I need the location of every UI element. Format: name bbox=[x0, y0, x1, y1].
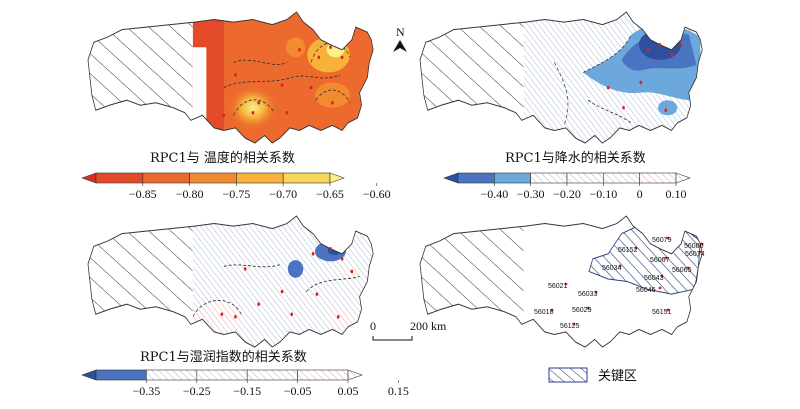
station-56043: 56043 bbox=[644, 274, 664, 282]
legend-tick-label: −0.10 bbox=[589, 187, 617, 201]
legend-precipitation: −0.40 −0.30 −0.20 −0.10 0 0.10 bbox=[443, 172, 691, 201]
station-56021: 56021 bbox=[548, 282, 568, 290]
svg-text:56065: 56065 bbox=[672, 267, 692, 274]
legend-tick-label: 0.05 bbox=[338, 384, 359, 398]
station-56151: 56151 bbox=[652, 308, 672, 316]
legend-tick-label: 0.15 bbox=[388, 384, 409, 398]
legend-tick-label: 0 bbox=[637, 187, 643, 201]
legend-tick-label: −0.40 bbox=[480, 187, 508, 201]
legend-tick-label: −0.60 bbox=[363, 187, 391, 201]
legend-swatch bbox=[494, 172, 531, 184]
title-precipitation: RPC1与降水的相关系数 bbox=[505, 150, 646, 166]
scale-bar-left-label: 0 bbox=[370, 319, 376, 333]
station-56046: 56046 bbox=[636, 286, 662, 294]
station-56033: 56033 bbox=[578, 290, 598, 298]
legend-swatch bbox=[196, 369, 248, 381]
legend-swatch bbox=[443, 172, 459, 184]
key-region-legend: 关键区 bbox=[548, 367, 637, 384]
station-56125: 56125 bbox=[560, 322, 580, 330]
legend-swatch bbox=[347, 369, 363, 381]
legend-tick-label: −0.65 bbox=[316, 187, 344, 201]
svg-text:56125: 56125 bbox=[560, 323, 580, 330]
legend-humidity: −0.35 −0.25 −0.15 −0.05 0.05 0.15 bbox=[81, 369, 409, 398]
station-56074: 56074 bbox=[685, 250, 705, 258]
map-precipitation bbox=[419, 11, 703, 144]
legend-tick-label: −0.25 bbox=[183, 384, 211, 398]
legend-swatch bbox=[297, 369, 349, 381]
svg-text:56018: 56018 bbox=[534, 309, 554, 316]
legend-swatch bbox=[329, 172, 345, 184]
legend-tick-label: −0.80 bbox=[176, 187, 204, 201]
svg-text:56034: 56034 bbox=[602, 265, 622, 272]
legend-swatch bbox=[675, 172, 691, 184]
legend-tick-label: −0.75 bbox=[223, 187, 251, 201]
legend-swatch bbox=[603, 172, 640, 184]
legend-tick-label: −0.15 bbox=[233, 384, 261, 398]
legend-swatch bbox=[95, 369, 147, 381]
station-56152: 56152 bbox=[618, 246, 638, 254]
legend-swatch bbox=[246, 369, 298, 381]
legend-tick-label: −0.85 bbox=[129, 187, 157, 201]
station-56080: 56080 bbox=[684, 242, 704, 250]
legend-tick-label: −0.30 bbox=[517, 187, 545, 201]
north-label: N bbox=[396, 25, 405, 39]
scale-bar-right-label: 200 km bbox=[410, 319, 447, 333]
station-56079: 56079 bbox=[652, 236, 672, 244]
legend-tick-label: −0.20 bbox=[553, 187, 581, 201]
title-humidity: RPC1与湿润指数的相关系数 bbox=[140, 349, 307, 365]
svg-text:56152: 56152 bbox=[618, 247, 638, 254]
map-humidity bbox=[87, 215, 374, 348]
svg-text:56067: 56067 bbox=[650, 257, 670, 264]
key-region-label: 关键区 bbox=[598, 369, 637, 384]
legend-swatch bbox=[530, 172, 568, 184]
legend-temperature: −0.85 −0.80 −0.75 −0.70 −0.65 −0.60 bbox=[81, 172, 391, 201]
station-56065: 56065 bbox=[672, 266, 692, 274]
svg-text:56151: 56151 bbox=[652, 309, 672, 316]
svg-text:56033: 56033 bbox=[578, 291, 598, 298]
legend-swatch bbox=[142, 172, 190, 184]
legend-swatch bbox=[81, 369, 97, 381]
svg-text:56021: 56021 bbox=[548, 283, 568, 290]
legend-swatch bbox=[189, 172, 237, 184]
legend-tick-label: −0.35 bbox=[133, 384, 161, 398]
svg-text:56029: 56029 bbox=[572, 307, 592, 314]
svg-text:56080: 56080 bbox=[684, 243, 704, 250]
legend-swatch bbox=[146, 369, 198, 381]
legend-swatch bbox=[457, 172, 495, 184]
title-temperature: RPC1与 温度的相关系数 bbox=[150, 150, 295, 166]
map-temperature bbox=[87, 11, 374, 144]
legend-swatch bbox=[639, 172, 677, 184]
legend-tick-label: 0.10 bbox=[666, 187, 687, 201]
svg-text:56074: 56074 bbox=[685, 251, 705, 258]
legend-swatch bbox=[282, 172, 331, 184]
legend-swatch bbox=[95, 172, 144, 184]
legend-swatch bbox=[566, 172, 604, 184]
station-56067: 56067 bbox=[650, 256, 670, 264]
station-56018: 56018 bbox=[534, 308, 554, 316]
legend-tick-label: −0.05 bbox=[284, 384, 312, 398]
station-56034: 56034 bbox=[602, 264, 622, 272]
svg-text:56043: 56043 bbox=[644, 275, 664, 282]
legend-tick-label: −0.70 bbox=[269, 187, 297, 201]
legend-swatch bbox=[236, 172, 284, 184]
key-region-swatch bbox=[548, 367, 588, 383]
station-labels: 56021 56033 56034 56043 56046 56065 5606… bbox=[534, 236, 705, 330]
scale-bar: 0 200 km bbox=[370, 319, 447, 341]
svg-text:56046: 56046 bbox=[636, 287, 656, 294]
svg-text:56079: 56079 bbox=[652, 237, 672, 244]
north-arrow-icon: N bbox=[393, 25, 407, 52]
legend-swatch bbox=[81, 172, 97, 184]
station-56029: 56029 bbox=[572, 306, 592, 314]
